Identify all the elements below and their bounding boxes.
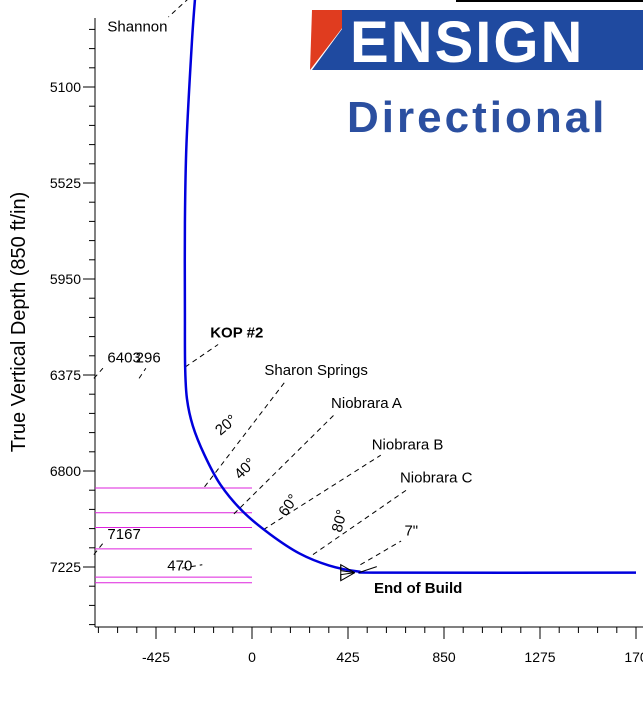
y-axis-label: True Vertical Depth (850 ft/in) — [8, 192, 30, 453]
leader-line — [312, 488, 409, 555]
x-tick-label: 170 — [624, 649, 643, 665]
annotation-label: End of Build — [374, 580, 462, 597]
annotation-label: Niobrara C — [400, 469, 473, 486]
annotation-label: 7167 — [107, 526, 140, 543]
inclination-label: 80° — [329, 508, 351, 534]
logo-banner — [342, 10, 643, 70]
inclination-label: 20° — [212, 411, 240, 439]
ensign-logo: ENSIGN Directional — [310, 10, 643, 142]
leader-line — [168, 0, 188, 18]
axes: 5100 5525 5950 6375 6800 7225 -425 0 425 850 1275 1… — [50, 18, 643, 665]
casing-symbol — [340, 563, 377, 582]
leader-line — [233, 413, 336, 515]
annotation-label: Niobrara B — [372, 437, 444, 454]
y-tick-label: 6375 — [50, 367, 81, 383]
y-tick-label: 5950 — [50, 271, 81, 287]
annotation-label: 7" — [404, 522, 418, 539]
logo-brand: ENSIGN — [350, 10, 584, 75]
x-tick-label: 0 — [248, 649, 256, 665]
formation-lines — [95, 487, 252, 584]
leader-line — [138, 367, 147, 379]
logo-sub: Directional — [347, 93, 607, 142]
annotation-label: 470 — [167, 557, 192, 574]
y-tick-label: 7225 — [50, 559, 81, 575]
x-tick-label: 425 — [336, 649, 360, 665]
annotation-label: Shannon — [107, 19, 167, 36]
annotation-label: KOP #2 — [210, 325, 263, 342]
x-tick-label: 1275 — [524, 649, 555, 665]
x-tick-label: -425 — [142, 649, 170, 665]
leader-line — [204, 380, 287, 488]
leader-line — [93, 367, 104, 379]
logo-banner-slant — [312, 10, 372, 70]
annotation-leaders — [93, 0, 409, 569]
leader-line — [184, 344, 219, 368]
end-of-build-pointer — [358, 566, 377, 574]
wellpath-line — [183, 0, 637, 574]
leader-line — [93, 542, 104, 555]
leader-line — [181, 564, 203, 569]
y-tick-label: 5100 — [50, 79, 81, 95]
annotations: Shannon KOP #2 Sharon Springs Niobrara A Nio… — [107, 19, 472, 597]
leader-line — [360, 540, 402, 566]
annotation-label: Niobrara A — [331, 395, 402, 412]
inclination-label: 60° — [275, 491, 302, 519]
angle-labels: 20° 40° 60° 80° — [212, 411, 351, 534]
leader-line — [263, 454, 382, 531]
casing-shoe-lower — [340, 572, 356, 582]
y-tick-label: 5525 — [50, 175, 81, 191]
annotation-label: 6403 — [107, 350, 140, 367]
inclination-label: 40° — [231, 455, 259, 483]
annotation-label: Sharon Springs — [264, 362, 367, 379]
y-tick-label: 6800 — [50, 463, 81, 479]
x-tick-label: 850 — [432, 649, 456, 665]
annotation-label: 296 — [136, 350, 161, 367]
